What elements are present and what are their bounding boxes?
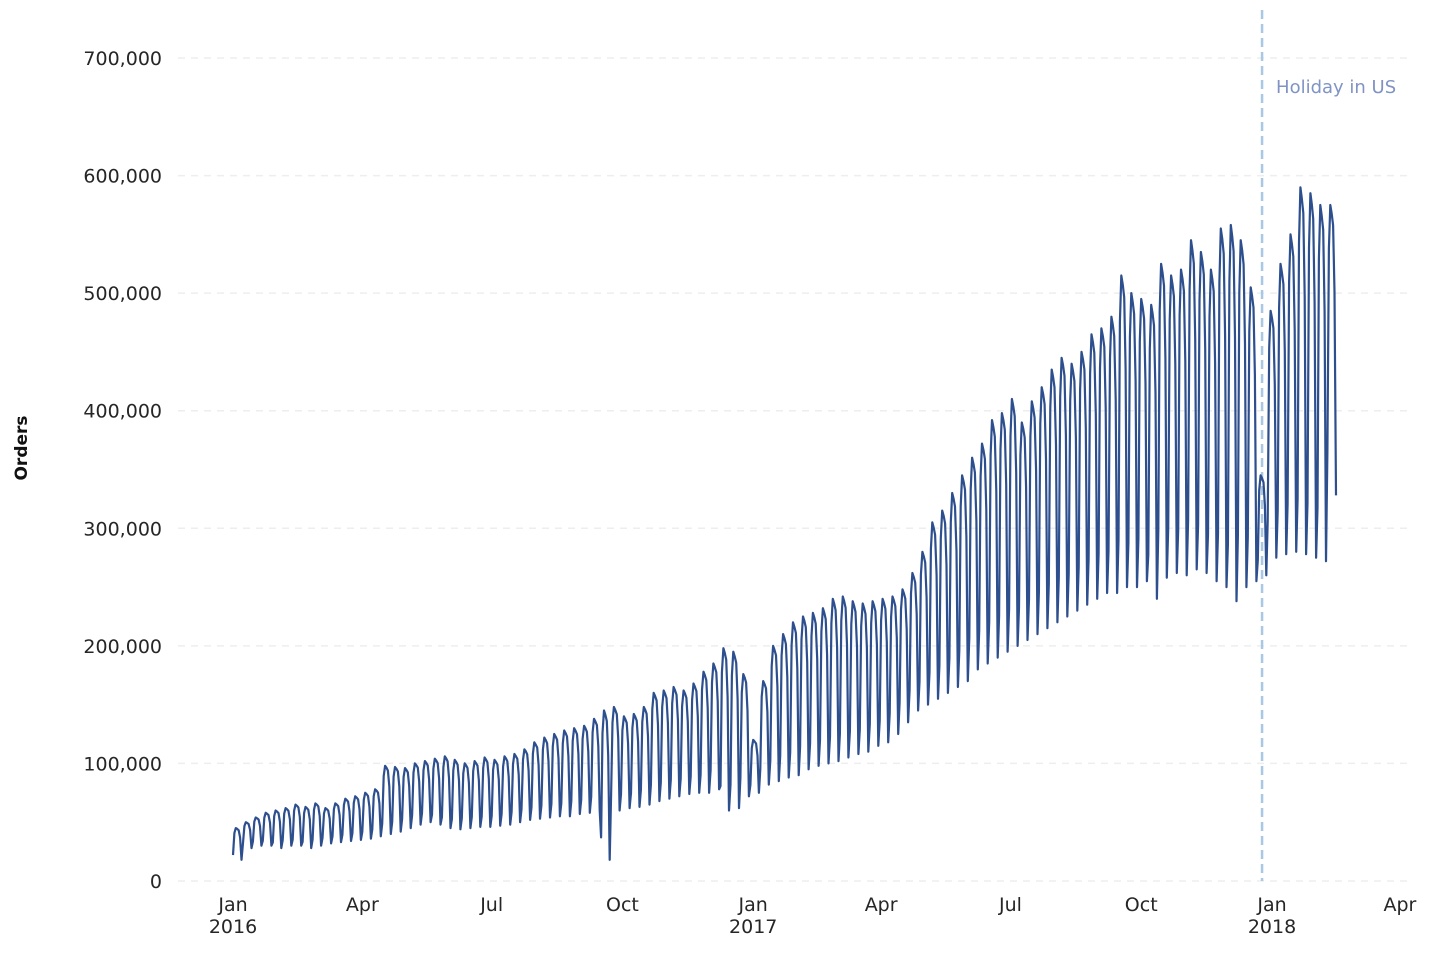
- x-tick-year-label: 2017: [729, 916, 777, 938]
- x-tick-label: Jan: [738, 894, 768, 916]
- y-axis-ticks: 0 100,000 200,000 300,000 400,000 500,000 600,…: [83, 48, 162, 893]
- orders-series-line: [231, 186, 1338, 861]
- x-tick-label: Jul: [479, 894, 503, 916]
- y-tick-label: 400,000: [83, 401, 162, 423]
- holiday-marker: Holiday in US: [1260, 10, 1396, 881]
- y-tick-label: 100,000: [83, 753, 162, 775]
- x-tick-label: Apr: [1383, 894, 1416, 916]
- x-tick-label: Oct: [606, 894, 639, 916]
- y-tick-label: 600,000: [83, 166, 162, 188]
- x-tick-label: Oct: [1125, 894, 1158, 916]
- x-tick-year-label: 2018: [1248, 916, 1296, 938]
- x-tick-label: Jul: [998, 894, 1022, 916]
- y-tick-label: 500,000: [83, 283, 162, 305]
- y-tick-label: 200,000: [83, 636, 162, 658]
- holiday-annotation-label: Holiday in US: [1276, 77, 1396, 98]
- y-tick-label: 700,000: [83, 48, 162, 70]
- x-tick-label: Jan: [217, 894, 247, 916]
- y-axis-label: Orders: [12, 415, 32, 480]
- x-tick-year-label: 2016: [209, 916, 257, 938]
- x-tick-label: Apr: [346, 894, 379, 916]
- x-tick-label: Jan: [1256, 894, 1286, 916]
- y-tick-label: 0: [150, 871, 162, 893]
- x-tick-label: Apr: [865, 894, 898, 916]
- y-tick-label: 300,000: [83, 518, 162, 540]
- y-gridlines: [178, 57, 1408, 882]
